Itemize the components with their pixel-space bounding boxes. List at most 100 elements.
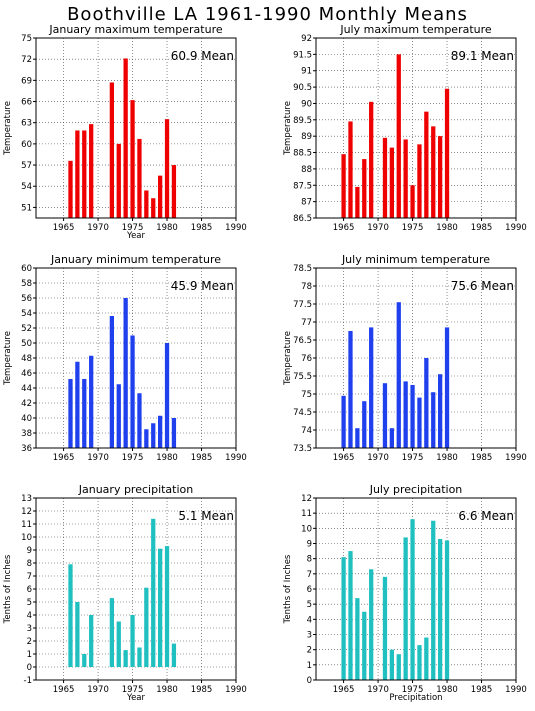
x-tick-label: 1970 — [367, 685, 389, 695]
y-tick-label: 40 — [21, 414, 32, 424]
x-tick-label: 1965 — [53, 453, 75, 463]
y-tick-label: 48 — [21, 354, 32, 364]
y-tick-label: 72 — [21, 55, 32, 65]
y-tick-label: 51 — [21, 203, 32, 213]
bar — [116, 384, 121, 448]
bar — [89, 124, 94, 218]
bar — [164, 343, 170, 448]
bar — [369, 569, 374, 680]
bar — [348, 121, 353, 218]
y-tick-label: 5 — [27, 598, 32, 608]
y-tick-label: 2 — [27, 637, 32, 647]
y-tick-label: 36 — [21, 444, 32, 454]
bar — [431, 392, 436, 448]
y-tick-label: 57 — [21, 161, 32, 171]
bar — [109, 316, 114, 448]
y-tick-label: -1 — [24, 676, 32, 686]
bar — [424, 111, 429, 218]
chart-title: July maximum temperature — [339, 23, 492, 36]
mean-annotation: 60.9 Mean — [171, 49, 234, 63]
y-tick-label: 1 — [27, 650, 32, 660]
bar — [348, 331, 353, 448]
y-tick-label: 56 — [21, 294, 32, 304]
x-tick-label: 1965 — [333, 453, 355, 463]
y-tick-label: 92 — [301, 34, 312, 44]
y-tick-label: 10 — [301, 524, 312, 534]
bar — [444, 540, 450, 680]
bar — [123, 650, 128, 667]
bar — [396, 54, 401, 219]
bar — [158, 415, 163, 448]
x-tick-label: 1975 — [402, 453, 424, 463]
y-tick-label: 75 — [301, 390, 312, 400]
y-tick-label: 86.5 — [293, 214, 312, 224]
y-tick-label: 50 — [21, 339, 32, 349]
y-axis-label: Tenths of Inches — [3, 554, 13, 624]
bar — [75, 130, 80, 218]
mean-annotation: 75.6 Mean — [451, 279, 514, 293]
bar — [109, 598, 114, 667]
x-tick-label: 1980 — [436, 685, 458, 695]
x-tick-label: 1970 — [87, 453, 109, 463]
bar — [68, 160, 73, 218]
x-axis-label: Year — [126, 231, 146, 241]
bar — [151, 198, 156, 218]
y-tick-label: 87 — [301, 198, 312, 208]
bar — [362, 159, 367, 218]
bar — [389, 649, 394, 680]
y-axis-label: Temperature — [3, 331, 13, 386]
mean-annotation: 45.9 Mean — [171, 279, 234, 293]
y-axis-label: Temperature — [3, 101, 13, 156]
chart-title: July precipitation — [369, 483, 463, 496]
y-tick-label: 8 — [27, 559, 32, 569]
bar — [389, 147, 394, 218]
y-tick-label: 87.5 — [293, 181, 312, 191]
bar — [403, 139, 408, 218]
chart-panel: January precipitation-101234567891011121… — [3, 483, 247, 703]
y-tick-label: 44 — [21, 384, 32, 394]
x-axis-label: Year — [126, 693, 146, 703]
x-axis-label: Precipitation — [389, 693, 442, 703]
y-tick-label: 88 — [301, 165, 312, 175]
y-tick-label: 10 — [21, 533, 32, 543]
y-tick-label: 60 — [21, 264, 32, 274]
bar — [438, 136, 443, 218]
x-tick-label: 1985 — [191, 685, 213, 695]
x-tick-label: 1985 — [191, 453, 213, 463]
bar — [68, 564, 73, 667]
x-tick-label: 1970 — [87, 223, 109, 233]
plot-frame — [35, 37, 237, 219]
y-tick-label: 1 — [307, 661, 312, 671]
x-tick-label: 1965 — [53, 223, 75, 233]
x-tick-label: 1980 — [156, 685, 178, 695]
bar — [417, 645, 422, 680]
bar — [158, 548, 163, 667]
plot-frame — [315, 37, 517, 219]
x-tick-label: 1965 — [53, 685, 75, 695]
bar — [130, 335, 135, 448]
page-title: Boothville LA 1961-1990 Monthly Means — [67, 4, 468, 25]
bar — [362, 401, 367, 448]
bar — [382, 383, 388, 448]
bar — [410, 519, 415, 680]
bar — [151, 518, 156, 667]
bar — [417, 144, 422, 218]
bar — [410, 385, 415, 448]
x-tick-label: 1980 — [156, 223, 178, 233]
y-tick-label: 73.5 — [293, 444, 312, 454]
x-tick-label: 1975 — [122, 685, 144, 695]
chart-title: January precipitation — [78, 483, 194, 496]
bar — [382, 576, 388, 680]
bar — [123, 58, 128, 219]
mean-annotation: 5.1 Mean — [178, 509, 234, 523]
bar — [144, 587, 149, 667]
y-tick-label: 76 — [301, 354, 312, 364]
y-tick-label: 63 — [21, 119, 32, 129]
y-tick-label: 8 — [307, 555, 312, 565]
bar — [389, 428, 394, 448]
y-tick-label: 91.5 — [293, 50, 312, 60]
bar — [82, 379, 87, 448]
bar — [164, 546, 170, 667]
